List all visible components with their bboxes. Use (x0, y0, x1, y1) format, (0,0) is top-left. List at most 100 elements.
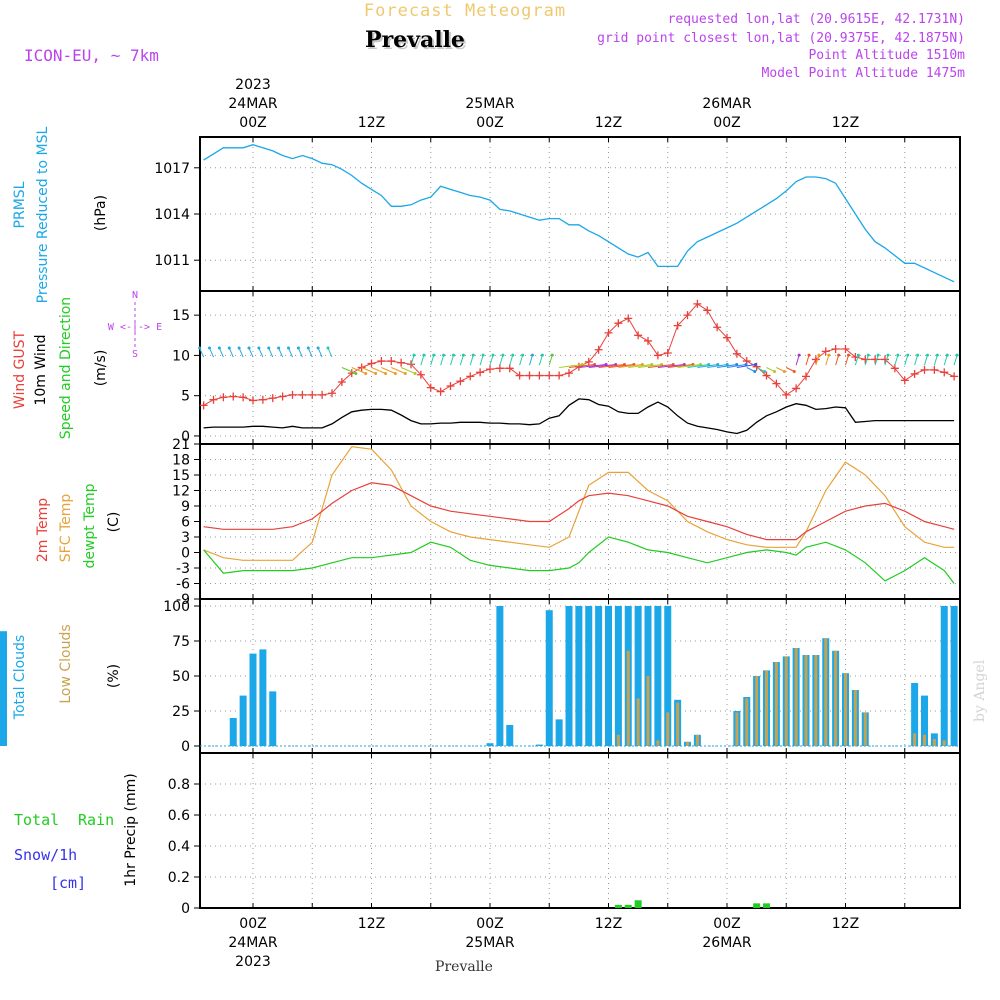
model-label: ICON-EU, ~ 7km (24, 46, 159, 65)
gust-marker (831, 344, 840, 353)
y-tick-label: 3 (181, 530, 190, 546)
wind-arrowhead (316, 346, 320, 350)
gust-marker (318, 390, 327, 399)
wind-arrow (677, 364, 701, 368)
total-cloud-bar (229, 718, 237, 746)
gust-marker (466, 372, 475, 381)
rain-bar (634, 900, 642, 908)
wind-arrowhead (540, 353, 544, 357)
total-cloud-bar (940, 606, 948, 746)
wind-arrowhead (461, 353, 465, 357)
low-cloud-bar (844, 673, 847, 746)
total-cloud-bar (506, 725, 514, 746)
wind-arrowhead (797, 353, 801, 357)
y-tick-label: -3 (176, 561, 190, 577)
wind-arrow (228, 347, 234, 358)
model-point-altitude: Model Point Altitude 1475m (762, 66, 966, 81)
gust-marker (624, 314, 633, 323)
wind-arrow (209, 347, 214, 358)
gust-marker (890, 364, 899, 373)
top-axis-label: 24MAR (228, 96, 277, 112)
wind-gust-label: Wind GUST (12, 330, 28, 409)
wind-arrow (657, 364, 685, 368)
wind-arrow (268, 347, 274, 358)
y-tick-label: 21 (172, 437, 190, 453)
prmsl-label: PRMSL (12, 181, 28, 228)
bottom-axis-label: 00Z (713, 916, 740, 932)
snow-label: Snow/1h (14, 846, 77, 864)
wind-arrow (307, 347, 313, 358)
gust-marker (219, 393, 228, 402)
y-tick-label: 12 (172, 484, 190, 500)
wind-arrowhead (753, 363, 757, 366)
gust-marker (802, 372, 810, 381)
gust-marker (772, 379, 781, 388)
gust-marker (634, 331, 643, 340)
wind-arrow (218, 347, 224, 358)
low-cloud-bar (932, 739, 936, 746)
wind-arrowhead (364, 372, 368, 375)
pressure-unit: (hPa) (93, 195, 109, 231)
gust-marker (910, 369, 919, 378)
bottom-time-axis: 00Z 24MAR 2023 12Z 00Z 25MAR 12Z 00Z 26MAR 12Z (228, 916, 859, 970)
gust-marker (683, 311, 692, 320)
precip-labels: Total Rain Snow/1h [cm] 1hr Precip (mm) (14, 773, 139, 892)
wind-arrowhead (384, 372, 387, 375)
wind-arrowhead (198, 346, 202, 350)
wind-arrowhead (326, 346, 330, 350)
wind-arrow (736, 364, 756, 368)
wind-arrowhead (876, 353, 880, 357)
y-tick-label: 1017 (154, 161, 190, 177)
wind-labels: Wind GUST 10m Wind Speed and Direction (… (12, 290, 162, 439)
wind-arrowhead (837, 353, 841, 357)
y-tick-label: 100 (163, 599, 190, 615)
wind-arrow (667, 364, 694, 368)
wind-arrowhead (926, 353, 929, 357)
wind-arrow (864, 354, 869, 366)
panel-4: 0 0.2 0.4 0.6 0.8 (168, 752, 961, 917)
wind-arrow (884, 354, 889, 366)
gust-marker (525, 371, 534, 380)
wind-arrow (815, 354, 820, 366)
low-cloud-bar (626, 650, 630, 746)
total-cloud-bar (545, 610, 553, 746)
y-tick-label: 0 (181, 429, 190, 445)
wind-arrow (410, 354, 415, 366)
wind-arrowhead (267, 346, 271, 350)
gust-marker (476, 368, 485, 377)
top-axis-label: 26MAR (702, 96, 751, 112)
gust-marker (881, 355, 889, 364)
wind-arrowhead (287, 346, 290, 350)
wind-arrowhead (227, 346, 231, 350)
wind-arrow (707, 364, 728, 368)
gust-marker (426, 383, 435, 392)
location-title-shadow: Prevalle (367, 29, 467, 55)
wind-arrowhead (847, 353, 850, 357)
compass-north: N (132, 290, 138, 301)
wind-arrowhead (354, 372, 358, 375)
gust-marker (653, 351, 662, 360)
wind-arrow (450, 354, 454, 366)
wind-arrow (248, 347, 254, 358)
y-tick-label: 0.2 (168, 870, 190, 886)
gust-marker (397, 358, 406, 367)
panels: 101110141017051015-9-6-30369121518210255… (0, 136, 961, 917)
gust-marker (920, 365, 929, 374)
y-tick-label: 1011 (154, 253, 190, 269)
wind-arrow (687, 364, 709, 368)
wind-arrow (278, 347, 284, 358)
wind-arrowhead (807, 353, 811, 357)
wind-arrow (874, 354, 879, 366)
wind-arrow (199, 347, 205, 358)
top-axis-label: 00Z (476, 115, 503, 131)
total-cloud-bar (664, 606, 672, 746)
wind-arrow (297, 347, 303, 358)
gust-marker (505, 364, 514, 373)
pressure-msl-label: Pressure Reduced to MSL (35, 126, 51, 303)
top-axis-label: 12Z (358, 115, 385, 131)
gust-marker (673, 321, 682, 330)
wind-arrow (578, 364, 607, 368)
wind-arrow (548, 354, 553, 366)
wind-arrowhead (403, 372, 407, 375)
